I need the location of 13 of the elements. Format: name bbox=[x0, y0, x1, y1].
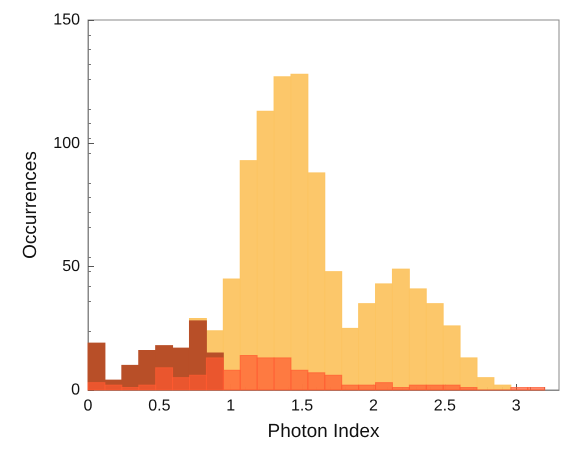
y-axis-title: Occurrences bbox=[20, 151, 41, 259]
x-tick-label: 2.5 bbox=[434, 398, 456, 414]
x-tick-label: 0 bbox=[84, 398, 93, 414]
y-tick-label: 150 bbox=[53, 12, 80, 28]
x-tick-label: 3 bbox=[512, 398, 521, 414]
x-tick-label: 1 bbox=[226, 398, 236, 414]
x-tick-label: 0.5 bbox=[148, 398, 171, 414]
x-tick-label: 1.5 bbox=[290, 398, 314, 414]
y-tick-label: 100 bbox=[53, 134, 80, 152]
y-tick-label: 50 bbox=[62, 258, 80, 276]
x-tick-label: 2 bbox=[369, 398, 378, 414]
y-tick-label: 0 bbox=[71, 382, 80, 398]
x-axis-title: Photon Index bbox=[268, 421, 380, 442]
